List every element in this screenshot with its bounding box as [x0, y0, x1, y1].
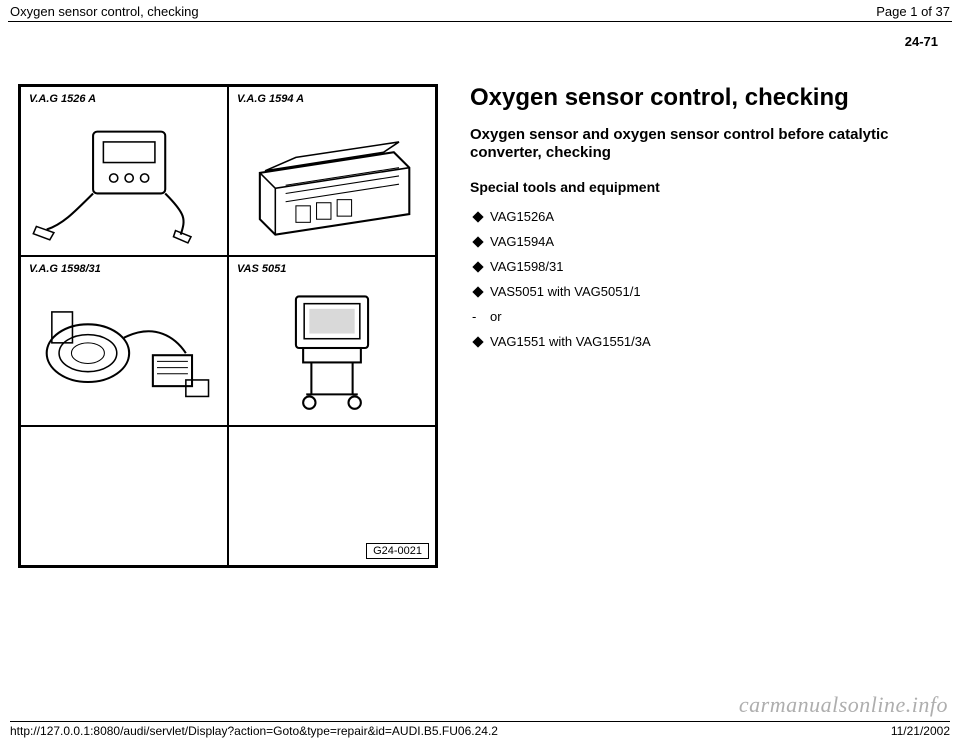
footer-date: 11/21/2002 — [891, 724, 950, 738]
diagnostic-cart-sketch-icon — [239, 281, 425, 415]
list-item: VAG1551 with VAG1551/3A — [470, 334, 942, 349]
test-box-sketch-icon — [31, 281, 217, 415]
page-subtitle: Oxygen sensor and oxygen sensor control … — [470, 126, 942, 164]
list-item-text: VAG1526A — [490, 209, 554, 224]
list-item-text: VAG1594A — [490, 234, 554, 249]
figure-column: V.A.G 1526 A V.A.G 1 — [18, 28, 448, 568]
list-item-text: or — [490, 309, 502, 324]
multimeter-sketch-icon — [31, 111, 217, 245]
page-title: Oxygen sensor control, checking — [470, 84, 942, 112]
header-title: Oxygen sensor control, checking — [10, 4, 199, 19]
adapter-case-sketch-icon — [239, 111, 425, 245]
tool-cell-1526a: V.A.G 1526 A — [20, 86, 228, 256]
section-number: 24-71 — [905, 34, 938, 49]
tool-label: V.A.G 1598/31 — [29, 263, 219, 275]
list-item: VAG1598/31 — [470, 259, 942, 274]
list-item-text: VAG1598/31 — [490, 259, 563, 274]
figure-code: G24-0021 — [366, 543, 429, 559]
tool-label: VAS 5051 — [237, 263, 427, 275]
list-item: VAG1526A — [470, 209, 942, 224]
list-item: or — [470, 309, 942, 324]
page-footer: http://127.0.0.1:8080/audi/servlet/Displ… — [10, 721, 950, 738]
list-item-text: VAS5051 with VAG5051/1 — [490, 284, 641, 299]
tool-cell-empty-2: G24-0021 — [228, 426, 436, 566]
tool-label: V.A.G 1526 A — [29, 93, 219, 105]
tool-figure-grid: V.A.G 1526 A V.A.G 1 — [18, 84, 438, 568]
tool-cell-1594a: V.A.G 1594 A — [228, 86, 436, 256]
list-item-text: VAG1551 with VAG1551/3A — [490, 334, 651, 349]
list-item: VAG1594A — [470, 234, 942, 249]
tool-list: VAG1526A VAG1594A VAG1598/31 VAS5051 wit… — [470, 209, 942, 349]
content-area: 24-71 V.A.G 1526 A — [0, 28, 960, 568]
header-page-indicator: Page 1 of 37 — [876, 4, 950, 19]
page-header: Oxygen sensor control, checking Page 1 o… — [0, 0, 960, 21]
watermark: carmanualsonline.info — [739, 692, 948, 718]
text-column: Oxygen sensor control, checking Oxygen s… — [448, 28, 942, 568]
tool-cell-vas5051: VAS 5051 — [228, 256, 436, 426]
tool-label: V.A.G 1594 A — [237, 93, 427, 105]
list-item: VAS5051 with VAG5051/1 — [470, 284, 942, 299]
tool-cell-empty-1 — [20, 426, 228, 566]
header-divider — [8, 21, 952, 22]
footer-url: http://127.0.0.1:8080/audi/servlet/Displ… — [10, 724, 498, 738]
tool-cell-1598-31: V.A.G 1598/31 — [20, 256, 228, 426]
tools-subhead: Special tools and equipment — [470, 179, 942, 195]
